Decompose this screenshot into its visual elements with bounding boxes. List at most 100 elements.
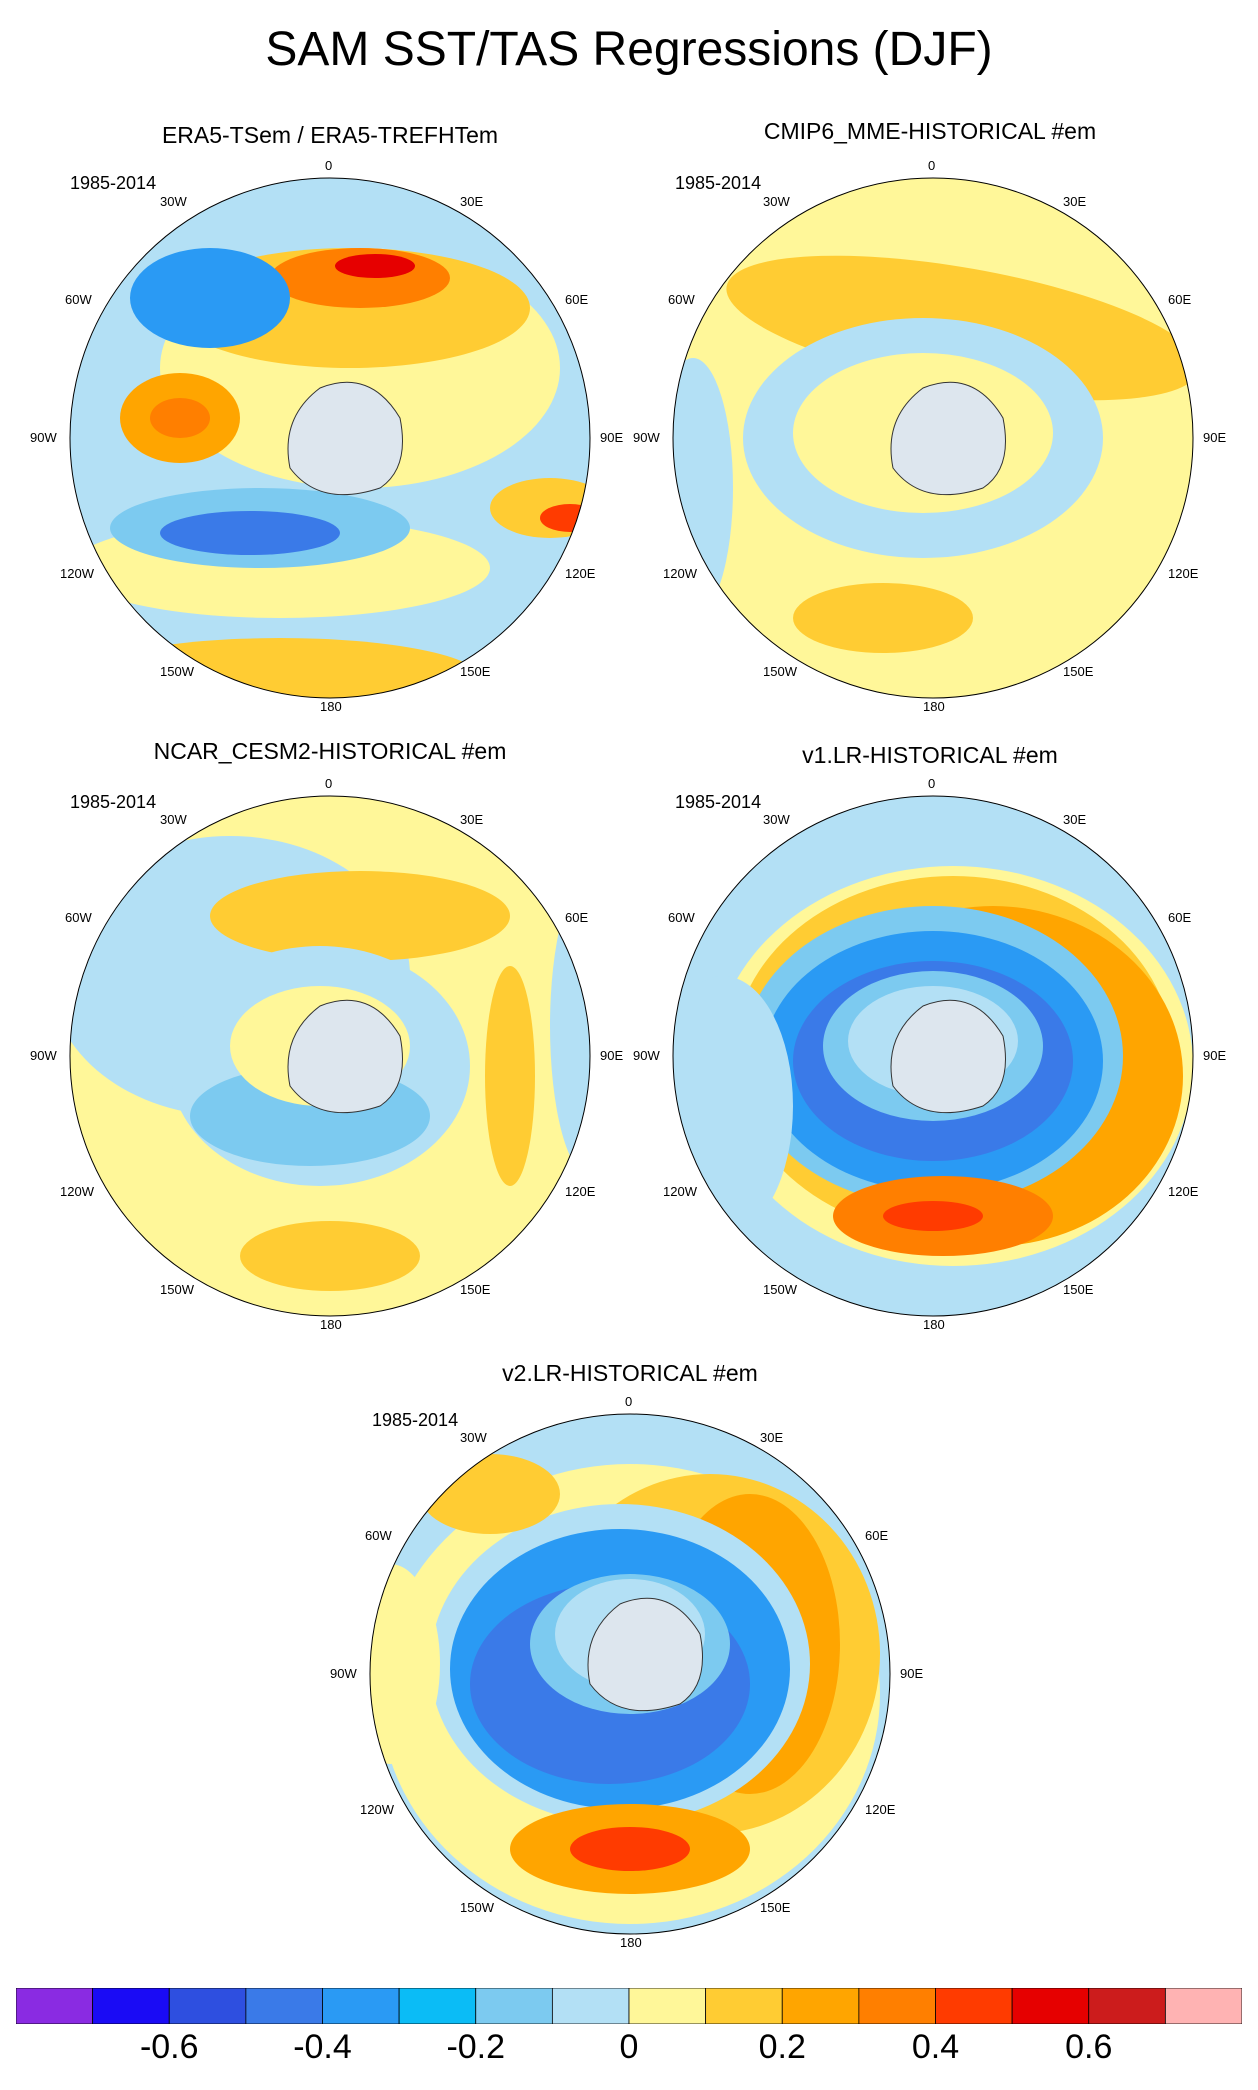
lon-label: 30E (460, 812, 483, 827)
map-cesm2: 0 30E 60E 90E 120E 150E 180 150W 120W 90… (30, 776, 623, 1332)
lon-label: 60W (65, 292, 92, 307)
lon-label: 90W (330, 1666, 357, 1681)
lon-label: 60W (65, 910, 92, 925)
colorbar-swatch (551, 1988, 630, 2024)
lon-label: 120W (663, 566, 698, 581)
period-label: 1985-2014 (675, 792, 762, 812)
lon-label: 30E (760, 1430, 783, 1445)
colorbar-swatch (16, 1988, 94, 2024)
lon-label: 60W (668, 910, 695, 925)
page-title: SAM SST/TAS Regressions (DJF) (265, 23, 993, 76)
colorbar-swatch (398, 1988, 477, 2024)
lon-label: 30W (763, 194, 790, 209)
panel-title-era5: ERA5-TSem / ERA5-TREFHTem (161, 122, 499, 148)
lon-label: 60E (565, 910, 588, 925)
period-label: 1985-2014 (70, 173, 157, 193)
lon-label: 30W (460, 1430, 487, 1445)
map-v1lr: 0 30E 60E 90E 120E 150E 180 150W 120W 90… (633, 776, 1226, 1332)
colorbar-swatch (245, 1988, 323, 2024)
lon-label: 180 (320, 1317, 342, 1332)
lon-label: 0 (928, 158, 935, 173)
colorbar-tick-label: -0.4 (293, 2028, 352, 2066)
lon-label: 180 (320, 699, 342, 714)
lon-label: 60E (865, 1528, 888, 1543)
lon-label: 150W (160, 664, 195, 679)
lon-label: 180 (923, 1317, 945, 1332)
colorbar-swatch (858, 1988, 936, 2024)
lon-label: 30E (460, 194, 483, 209)
colorbar (16, 1988, 1242, 2024)
lon-label: 30W (160, 812, 187, 827)
lon-label: 0 (625, 1394, 632, 1409)
colorbar-tick-label: 0.6 (1065, 2028, 1113, 2066)
lon-label: 150W (763, 1282, 798, 1297)
lon-label: 150W (160, 1282, 195, 1297)
colorbar-tick-label: 0 (619, 2028, 639, 2066)
map-v2lr: 0 30E 60E 90E 120E 150E 180 150W 120W 90… (330, 1394, 923, 1950)
colorbar-tick-label: 0.2 (758, 2028, 806, 2066)
lon-label: 120E (1168, 566, 1199, 581)
map-era5: 0 30E 60E 90E 120E 150E 180 150W 120W 90… (30, 158, 623, 714)
lon-label: 120W (60, 1184, 95, 1199)
lon-label: 120E (565, 1184, 596, 1199)
colorbar-swatch (475, 1988, 553, 2024)
lon-label: 60W (365, 1528, 392, 1543)
lon-label: 90W (30, 1048, 57, 1063)
lon-label: 90E (600, 1048, 623, 1063)
panel-title-v1lr: v1.LR-HISTORICAL #em (802, 742, 1058, 768)
colorbar-swatch (322, 1988, 400, 2024)
lon-label: 150E (460, 664, 491, 679)
colorbar-tick-label: -0.2 (446, 2028, 506, 2066)
lon-label: 90E (900, 1666, 923, 1681)
colorbar-swatch (705, 1988, 783, 2024)
lon-label: 120E (565, 566, 596, 581)
colorbar-tick-label: 0.4 (911, 2028, 960, 2066)
lon-label: 90W (633, 430, 660, 445)
lon-label: 60W (668, 292, 695, 307)
lon-label: 90E (600, 430, 623, 445)
panel-title-cesm2: NCAR_CESM2-HISTORICAL #em (153, 738, 507, 764)
lon-label: 90E (1203, 430, 1226, 445)
lon-label: 0 (325, 158, 332, 173)
lon-label: 150E (760, 1900, 791, 1915)
lon-label: 150W (460, 1900, 495, 1915)
colorbar-swatch (92, 1988, 170, 2024)
lon-label: 180 (620, 1935, 642, 1950)
lon-label: 120E (865, 1802, 896, 1817)
period-label: 1985-2014 (372, 1410, 459, 1430)
lon-label: 150E (1063, 1282, 1094, 1297)
lon-label: 90E (1203, 1048, 1226, 1063)
colorbar-swatch (628, 1988, 707, 2024)
colorbar-swatch (1011, 1988, 1090, 2024)
lon-label: 60E (1168, 292, 1191, 307)
period-label: 1985-2014 (70, 792, 157, 812)
panel-title-cmip6: CMIP6_MME-HISTORICAL #em (763, 118, 1097, 144)
lon-label: 30W (160, 194, 187, 209)
lon-label: 90W (633, 1048, 660, 1063)
colorbar-swatch (781, 1988, 860, 2024)
map-cmip6: 0 30E 60E 90E 120E 150E 180 150W 120W 90… (633, 158, 1226, 714)
lon-label: 120E (1168, 1184, 1199, 1199)
lon-label: 150W (763, 664, 798, 679)
lon-label: 150E (1063, 664, 1094, 679)
period-label: 1985-2014 (675, 173, 762, 193)
colorbar-swatch (935, 1988, 1013, 2024)
colorbar-swatch (1164, 1988, 1242, 2024)
lon-label: 120W (60, 566, 95, 581)
lon-label: 90W (30, 430, 57, 445)
lon-label: 60E (1168, 910, 1191, 925)
lon-label: 180 (923, 699, 945, 714)
colorbar-swatch (168, 1988, 247, 2024)
lon-label: 0 (928, 776, 935, 791)
lon-label: 60E (565, 292, 588, 307)
colorbar-swatch (1088, 1988, 1166, 2024)
lon-label: 0 (325, 776, 332, 791)
lon-label: 30E (1063, 194, 1086, 209)
lon-label: 30W (763, 812, 790, 827)
lon-label: 120W (663, 1184, 698, 1199)
panel-title-v2lr: v2.LR-HISTORICAL #em (502, 1360, 758, 1386)
lon-label: 120W (360, 1802, 395, 1817)
lon-label: 150E (460, 1282, 491, 1297)
colorbar-tick-label: -0.6 (139, 2028, 199, 2066)
lon-label: 30E (1063, 812, 1086, 827)
